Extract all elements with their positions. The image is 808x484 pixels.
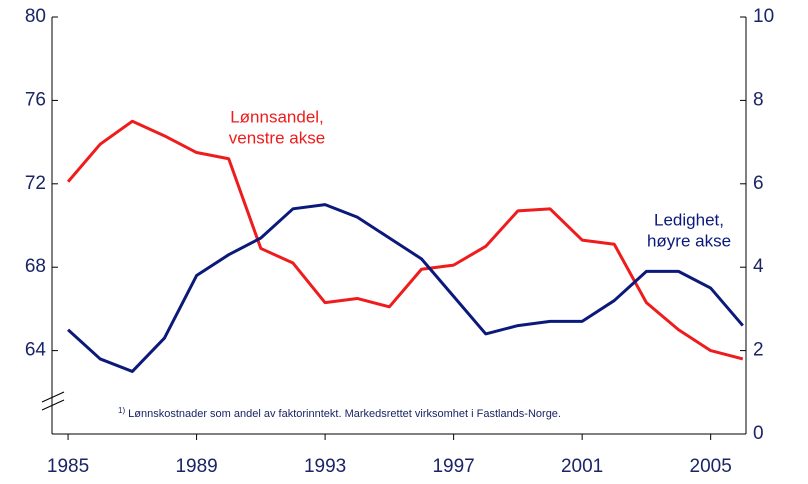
x-tick-label: 2005: [690, 456, 732, 477]
footnote-text: Lønnskostnader som andel av faktorinntek…: [128, 408, 561, 420]
axis-break: [41, 391, 65, 403]
y2-tick-label: 4: [753, 256, 764, 277]
x-tick-label: 1985: [47, 456, 89, 477]
annotation: venstre akse: [229, 128, 325, 147]
line-series: [67, 203, 744, 373]
x-tick-label: 2001: [561, 456, 603, 477]
x-tick-label: 1997: [432, 456, 474, 477]
y-tick-label: 76: [25, 89, 46, 110]
y-tick-label: 80: [25, 6, 46, 27]
annotation: høyre akse: [647, 231, 731, 250]
annotation: Ledighet,: [654, 210, 724, 229]
x-tick-label: 1993: [304, 456, 346, 477]
y2-tick-label: 6: [753, 173, 764, 194]
y2-tick-label: 0: [753, 423, 764, 444]
y2-tick-label: 8: [753, 89, 764, 110]
y2-tick-label: 2: [753, 340, 764, 361]
footnote: 1) Lønnskostnader som andel av faktorinnt…: [118, 406, 561, 420]
axis-break: [41, 399, 65, 411]
line-series: [66, 119, 744, 361]
annotation: Lønnsandel,: [230, 107, 324, 126]
x-tick-label: 1989: [175, 456, 217, 477]
y-tick-label: 68: [25, 256, 46, 277]
y2-tick-label: 10: [753, 6, 774, 27]
y-tick-label: 72: [25, 173, 46, 194]
y-tick-label: 64: [25, 340, 47, 361]
footnote-marker: 1): [118, 406, 125, 415]
